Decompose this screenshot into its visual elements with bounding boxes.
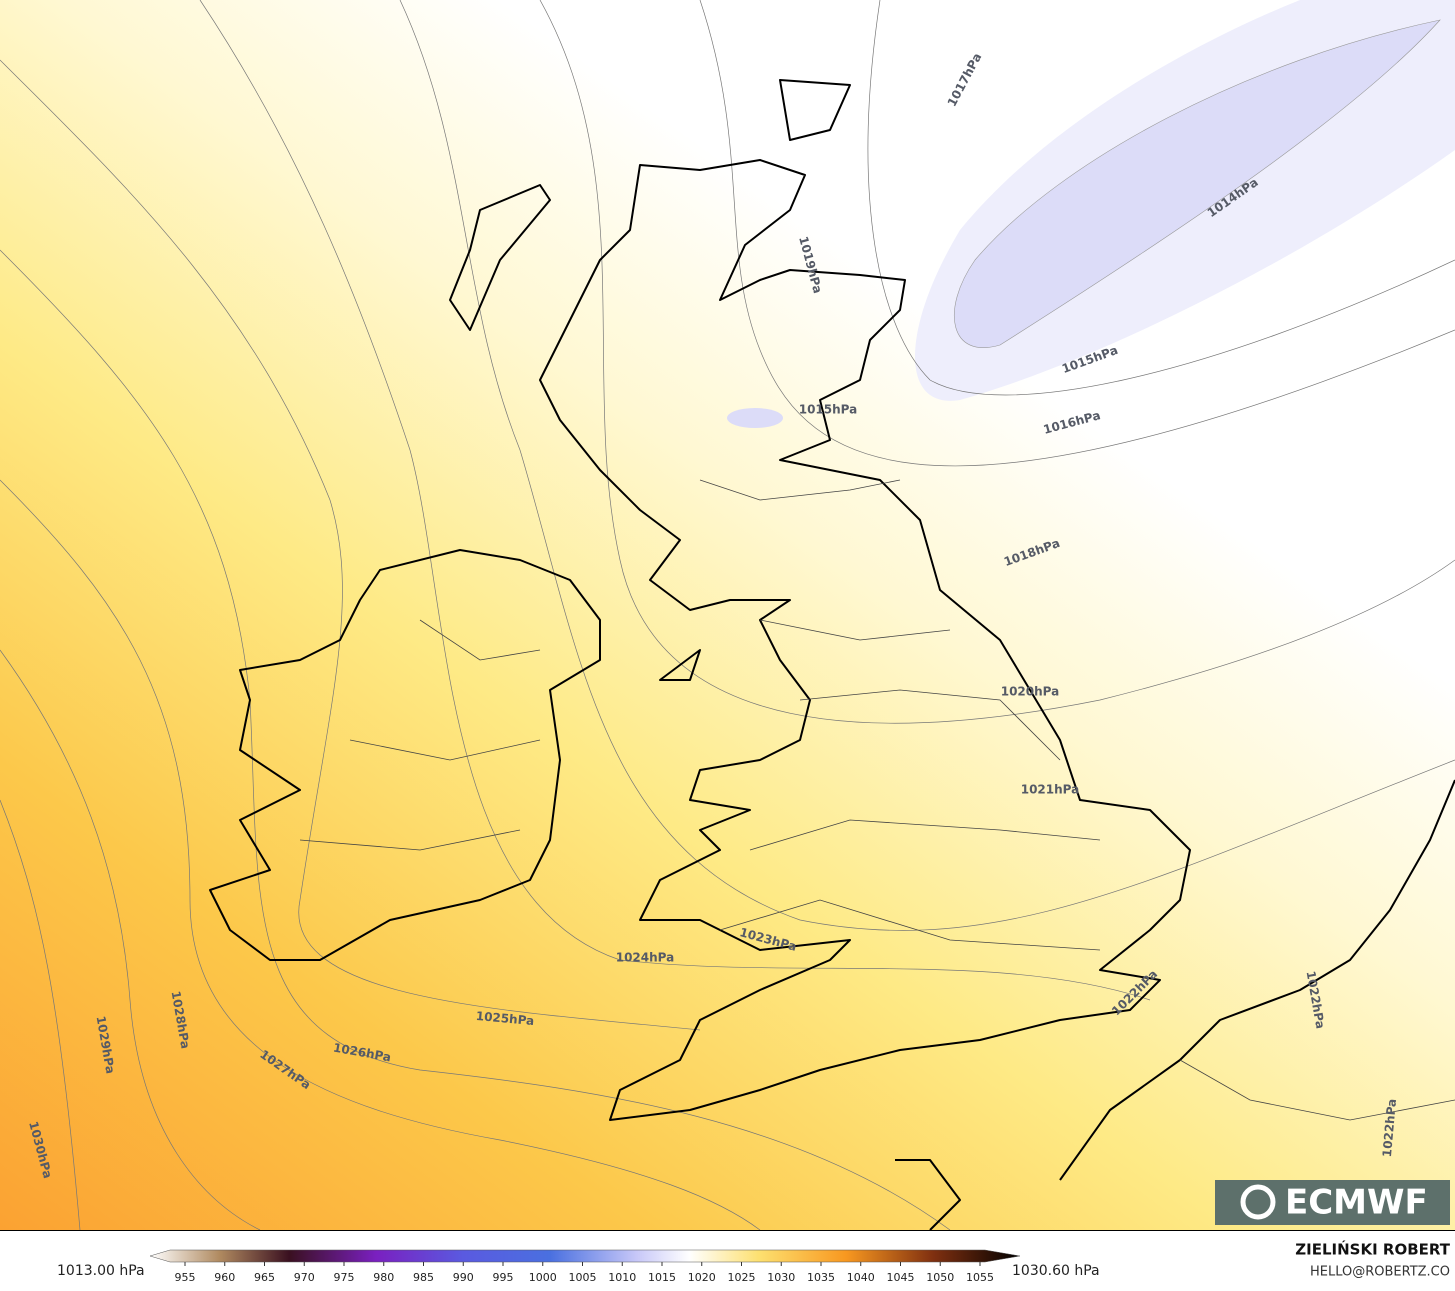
credit-contact: HELLO@ROBERTZ.CO bbox=[1310, 1265, 1450, 1280]
colorbar-tick-label: 1005 bbox=[569, 1271, 597, 1284]
colorbar-tick-label: 1025 bbox=[728, 1271, 756, 1284]
coastline bbox=[209, 79, 1455, 1231]
colorbar-tick-label: 1010 bbox=[608, 1271, 636, 1284]
isobar-label: 1021hPa bbox=[1021, 783, 1080, 797]
colorbar bbox=[149, 1249, 1021, 1263]
logo-text: ECMWF bbox=[1285, 1183, 1428, 1223]
credit-author: ZIELIŃSKI ROBERT bbox=[1295, 1240, 1450, 1259]
colorbar-tick-label: 965 bbox=[254, 1271, 275, 1284]
colorbar-tick-label: 995 bbox=[493, 1271, 514, 1284]
colorbar-tick-label: 970 bbox=[294, 1271, 315, 1284]
colorbar-tick-label: 1015 bbox=[648, 1271, 676, 1284]
isobar-label: 1025hPa bbox=[475, 1009, 535, 1028]
colorbar-tick-label: 1055 bbox=[966, 1271, 994, 1284]
isobar-label: 1022hPa bbox=[1380, 1098, 1399, 1158]
logo-icon bbox=[1240, 1184, 1276, 1220]
low-pressure-core bbox=[954, 19, 1441, 348]
colorbar-max: 1030.60 hPa bbox=[1012, 1263, 1100, 1279]
colorbar-tick-label: 1050 bbox=[926, 1271, 954, 1284]
colorbar-min: 1013.00 hPa bbox=[57, 1263, 145, 1279]
colorbar-tick-label: 1045 bbox=[887, 1271, 915, 1284]
colorbar-tick-label: 990 bbox=[453, 1271, 474, 1284]
borders bbox=[299, 479, 1455, 1121]
colorbar-tick-label: 1000 bbox=[529, 1271, 557, 1284]
colorbar-tick-label: 960 bbox=[214, 1271, 235, 1284]
colorbar-tick-label: 975 bbox=[334, 1271, 355, 1284]
colorbar-tick-label: 1040 bbox=[847, 1271, 875, 1284]
colorbar-tick-label: 985 bbox=[413, 1271, 434, 1284]
isobars bbox=[0, 0, 1455, 1231]
colorbar-tick-label: 1030 bbox=[767, 1271, 795, 1284]
isobar-label: 1015hPa bbox=[799, 403, 858, 417]
colorbar-tick-label: 1035 bbox=[807, 1271, 835, 1284]
colorbar-tick-label: 980 bbox=[373, 1271, 394, 1284]
local-low bbox=[727, 408, 783, 428]
colorbar-tick-label: 1020 bbox=[688, 1271, 716, 1284]
isobar-label: 1024hPa bbox=[616, 951, 675, 965]
colorbar-tick-label: 955 bbox=[175, 1271, 196, 1284]
isobar-label: 1020hPa bbox=[1001, 685, 1060, 699]
